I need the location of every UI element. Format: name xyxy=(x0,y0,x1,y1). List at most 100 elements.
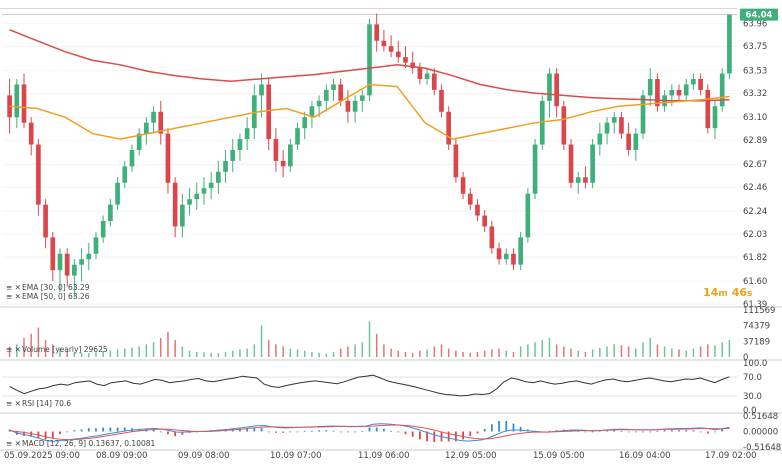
candle-up xyxy=(100,220,106,238)
macd-histogram-bar xyxy=(318,430,321,432)
candle-down xyxy=(568,144,574,183)
volume-bar xyxy=(195,351,198,357)
candle-down xyxy=(338,84,344,101)
volume-bar xyxy=(160,338,162,357)
macd-histogram-bar xyxy=(714,431,716,433)
volume-bar xyxy=(303,350,306,357)
legend-rsi[interactable]: ≡ ✕ RSI [14] 70.6 xyxy=(6,399,71,408)
volume-bar xyxy=(66,350,68,357)
time-tick-label: 16.09 04:00 xyxy=(619,451,671,461)
price-tick-label: 63.53 xyxy=(743,66,767,76)
legend-macd[interactable]: ≡ ✕ MACD [12, 26, 9] 0.13637, 0.10081 xyxy=(6,439,156,448)
candle-up xyxy=(424,73,430,79)
candle-down xyxy=(676,89,682,96)
legend-menu-icon[interactable]: ≡ ✕ xyxy=(6,345,21,354)
macd-histogram-bar xyxy=(548,430,551,432)
macd-histogram-bar xyxy=(397,431,400,433)
volume-bar xyxy=(145,344,148,357)
macd-histogram-bar xyxy=(296,431,299,433)
candle-up xyxy=(237,139,243,150)
macd-histogram-bar xyxy=(325,430,328,432)
macd-histogram-bar xyxy=(282,431,285,433)
candle-up xyxy=(72,264,77,276)
candle-up xyxy=(669,89,675,96)
axes: 63.96 63.75 63.53 63.32 63.10 62.89 62.67 62.46… xyxy=(4,19,781,461)
volume-bar xyxy=(116,349,119,357)
macd-histogram-bar xyxy=(678,430,680,432)
volume-bar xyxy=(224,351,227,357)
candle-up xyxy=(93,237,99,254)
price-pane[interactable] xyxy=(7,13,732,298)
ema-30-line xyxy=(9,83,730,140)
candle-down xyxy=(172,182,178,227)
volume-bar xyxy=(577,350,579,357)
macd-histogram-bar xyxy=(368,427,371,432)
candle-up xyxy=(597,133,603,145)
macd-histogram-bar xyxy=(555,430,558,432)
candle-up xyxy=(187,199,192,205)
volume-bar xyxy=(728,340,731,357)
candle-up xyxy=(251,95,257,129)
candle-down xyxy=(467,193,473,205)
macd-histogram-bar xyxy=(375,427,378,432)
timer-minutes-unit: m xyxy=(718,289,727,299)
macd-histogram-bar xyxy=(23,431,25,437)
volume-bar xyxy=(419,350,421,357)
macd-histogram-bar xyxy=(591,431,594,433)
candle-down xyxy=(554,73,559,107)
candle-up xyxy=(180,204,185,227)
legend-ema-1[interactable]: ≡ ✕ EMA [30, 0] 63.29 xyxy=(6,283,90,292)
legend-menu-icon[interactable]: ≡ ✕ xyxy=(6,399,21,408)
volume-bar xyxy=(498,348,500,357)
macd-histogram-bar xyxy=(454,431,457,442)
volume-bar xyxy=(527,344,529,357)
volume-bar xyxy=(649,338,651,357)
current-price-tag-bg xyxy=(740,8,778,21)
price-tick-label: 61.39 xyxy=(743,300,767,310)
price-tick-label: 62.67 xyxy=(743,160,767,170)
candle-down xyxy=(388,46,394,52)
volume-bar xyxy=(80,352,83,357)
macd-histogram-bar xyxy=(181,431,184,435)
volume-bar xyxy=(635,348,637,357)
legend-ema-2[interactable]: ≡ ✕ EMA [50, 0] 63.26 xyxy=(6,292,90,301)
volume-bar xyxy=(671,348,673,357)
macd-histogram-bar xyxy=(44,431,47,440)
macd-histogram-bar xyxy=(95,428,97,432)
candle-up xyxy=(691,78,696,85)
volume-bar xyxy=(73,351,76,357)
volume-bar xyxy=(699,346,702,357)
time-tick-label: 17.09 02:00 xyxy=(705,451,757,461)
volume-bar xyxy=(462,351,464,357)
time-tick-label: 08.09 09:00 xyxy=(96,451,148,461)
pane-separators xyxy=(0,8,782,451)
volume-bar xyxy=(591,349,594,357)
volume-bar xyxy=(613,344,615,357)
macd-histogram-bar xyxy=(699,431,702,433)
macd-histogram-bar xyxy=(109,427,112,432)
macd-histogram-bar xyxy=(66,431,69,433)
candle-up xyxy=(295,128,300,145)
macd-histogram-bar xyxy=(73,430,76,432)
legend-volume[interactable]: ≡ ✕ Volume [yearly] 29625 xyxy=(6,345,108,354)
rsi-tick-label: 100.0 xyxy=(743,359,767,369)
volume-bar xyxy=(491,349,493,357)
volume-bar xyxy=(440,344,443,357)
candle-down xyxy=(28,122,34,145)
candle-up xyxy=(136,133,142,150)
candle-up xyxy=(727,14,732,74)
macd-histogram-bar xyxy=(267,431,270,433)
legend-menu-icon[interactable]: ≡ ✕ xyxy=(6,292,21,301)
macd-histogram-bar xyxy=(627,431,630,433)
macd-histogram-bar xyxy=(642,431,644,433)
candle-down xyxy=(439,89,444,112)
price-tick-label: 63.32 xyxy=(743,89,767,99)
macd-histogram-bar xyxy=(634,431,637,433)
legend-menu-icon[interactable]: ≡ ✕ xyxy=(6,283,21,292)
legend-menu-icon[interactable]: ≡ ✕ xyxy=(6,439,21,448)
candle-up xyxy=(244,128,250,140)
macd-histogram-bar xyxy=(382,428,385,432)
rsi-tick-label: 30.0 xyxy=(743,392,762,402)
